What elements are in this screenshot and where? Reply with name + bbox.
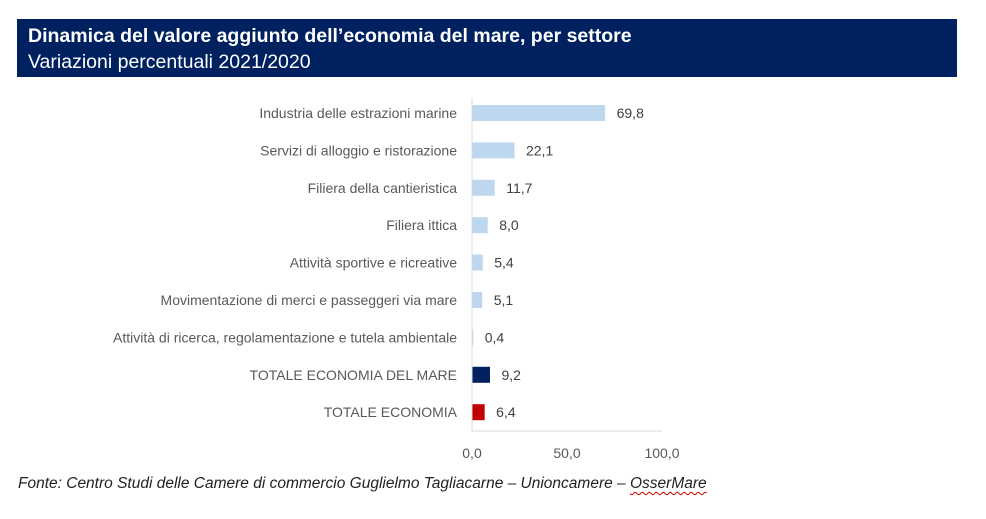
bar	[472, 105, 606, 121]
bar	[472, 179, 495, 196]
chart-subtitle: Variazioni percentuali 2021/2020	[28, 51, 311, 73]
data-label: 6,4	[496, 404, 516, 420]
source-note: Fonte: Centro Studi delle Camere di comm…	[18, 475, 707, 493]
category-label: TOTALE ECONOMIA DEL MARE	[250, 367, 457, 383]
category-label: Attività sportive e ricreative	[290, 255, 457, 271]
category-label: Movimentazione di merci e passeggeri via…	[161, 292, 458, 308]
category-label: Filiera della cantieristica	[308, 180, 458, 196]
bar	[472, 292, 483, 308]
chart-title: Dinamica del valore aggiunto dell’econom…	[28, 25, 632, 47]
x-tick-label: 100,0	[644, 445, 679, 461]
data-label: 8,0	[499, 217, 519, 233]
data-label: 11,7	[506, 180, 532, 196]
category-label: Servizi di alloggio e ristorazione	[260, 142, 457, 158]
x-tick-label: 50,0	[553, 445, 580, 461]
source-text: Fonte: Centro Studi delle Camere di comm…	[18, 475, 630, 492]
data-label: 5,4	[494, 255, 514, 271]
bar	[472, 404, 485, 421]
bar	[472, 366, 490, 383]
category-label: Attività di ricerca, regolamentazione e …	[113, 329, 457, 345]
bar	[472, 329, 474, 346]
category-label: Industria delle estrazioni marine	[259, 105, 457, 121]
data-label: 5,1	[494, 292, 514, 308]
source-highlight: OsserMare	[629, 475, 707, 492]
data-label: 69,8	[617, 105, 644, 121]
chart-header: Dinamica del valore aggiunto dell’econom…	[17, 19, 957, 77]
data-label: 0,4	[485, 329, 505, 345]
bar	[472, 254, 483, 271]
category-label: Filiera ittica	[386, 217, 457, 233]
x-tick-label: 0,0	[462, 445, 482, 461]
bar	[472, 142, 515, 159]
data-label: 9,2	[501, 367, 521, 383]
category-label: TOTALE ECONOMIA	[324, 404, 458, 420]
data-label: 22,1	[526, 142, 553, 158]
bar	[472, 217, 488, 234]
